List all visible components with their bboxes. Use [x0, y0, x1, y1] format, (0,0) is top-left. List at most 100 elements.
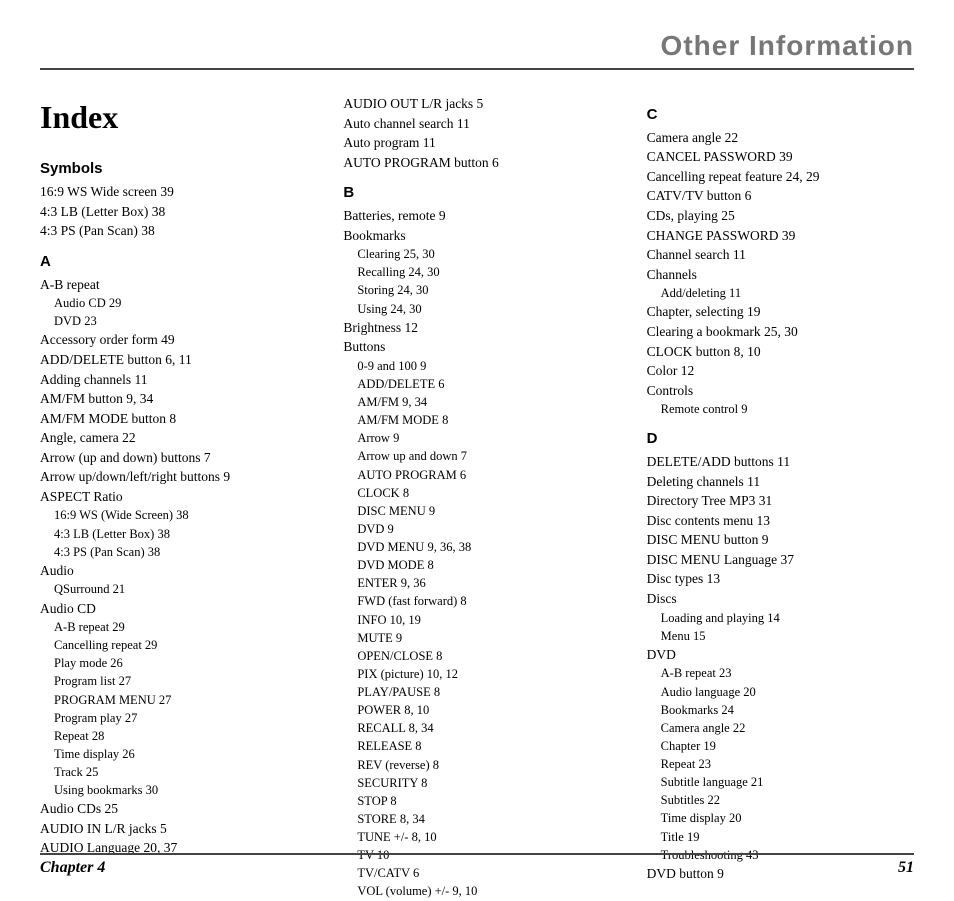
index-entry: Auto program 11 [343, 133, 610, 153]
index-subentry: Arrow up and down 7 [343, 447, 610, 465]
index-subentry: Program list 27 [40, 672, 307, 690]
index-subentry: Using 24, 30 [343, 300, 610, 318]
index-subentry: Program play 27 [40, 709, 307, 727]
index-entry: Batteries, remote 9 [343, 206, 610, 226]
index-subentry: Repeat 23 [647, 755, 914, 773]
index-entry: Disc types 13 [647, 569, 914, 589]
index-col-2: AUDIO OUT L/R jacks 5Auto channel search… [343, 94, 610, 901]
index-subentry: STORE 8, 34 [343, 810, 610, 828]
index-entry: Arrow (up and down) buttons 7 [40, 448, 307, 468]
col2-lead: AUDIO OUT L/R jacks 5Auto channel search… [343, 94, 610, 172]
index-entry: CANCEL PASSWORD 39 [647, 147, 914, 167]
index-subentry: Bookmarks 24 [647, 701, 914, 719]
index-subentry: QSurround 21 [40, 580, 307, 598]
index-entry: Audio [40, 561, 307, 581]
index-subentry: Play mode 26 [40, 654, 307, 672]
index-entry: Channel search 11 [647, 245, 914, 265]
index-entry: AM/FM button 9, 34 [40, 389, 307, 409]
index-entry: Brightness 12 [343, 318, 610, 338]
index-subentry: POWER 8, 10 [343, 701, 610, 719]
index-subentry: PIX (picture) 10, 12 [343, 665, 610, 683]
index-subentry: PROGRAM MENU 27 [40, 691, 307, 709]
index-subentry: 4:3 PS (Pan Scan) 38 [40, 543, 307, 561]
page-header: Other Information [40, 30, 914, 70]
index-subentry: Repeat 28 [40, 727, 307, 745]
index-entry: ASPECT Ratio [40, 487, 307, 507]
index-entry: CATV/TV button 6 [647, 186, 914, 206]
index-entry: DISC MENU button 9 [647, 530, 914, 550]
index-columns: Index Symbols16:9 WS Wide screen 39 4:3 L… [40, 94, 914, 901]
index-subentry: Camera angle 22 [647, 719, 914, 737]
index-subentry: Time display 26 [40, 745, 307, 763]
index-subentry: AM/FM 9, 34 [343, 393, 610, 411]
index-col-1: Index Symbols16:9 WS Wide screen 39 4:3 L… [40, 94, 307, 901]
page-footer: Chapter 4 51 [40, 853, 914, 877]
index-entry: AUDIO OUT L/R jacks 5 [343, 94, 610, 114]
index-subentry: RELEASE 8 [343, 737, 610, 755]
index-subentry: SECURITY 8 [343, 774, 610, 792]
index-subentry: A-B repeat 23 [647, 664, 914, 682]
index-subentry: OPEN/CLOSE 8 [343, 647, 610, 665]
index-subentry: VOL (volume) +/- 9, 10 [343, 882, 610, 900]
index-subentry: DVD 9 [343, 520, 610, 538]
index-subentry: STOP 8 [343, 792, 610, 810]
index-entry: Camera angle 22 [647, 128, 914, 148]
index-subentry: PLAY/PAUSE 8 [343, 683, 610, 701]
index-subentry: Cancelling repeat 29 [40, 636, 307, 654]
index-subentry: REV (reverse) 8 [343, 756, 610, 774]
index-entry: Controls [647, 381, 914, 401]
footer-chapter: Chapter 4 [40, 859, 105, 877]
index-title: Index [40, 94, 307, 140]
footer-page: 51 [898, 859, 914, 877]
index-entry: Adding channels 11 [40, 370, 307, 390]
index-entry: Discs [647, 589, 914, 609]
index-entry: Disc contents menu 13 [647, 511, 914, 531]
col3-sections: CCamera angle 22CANCEL PASSWORD 39Cancel… [647, 104, 914, 883]
index-subentry: ADD/DELETE 6 [343, 375, 610, 393]
index-entry: Cancelling repeat feature 24, 29 [647, 167, 914, 187]
index-subentry: 4:3 LB (Letter Box) 38 [40, 525, 307, 543]
index-letter-heading: Symbols [40, 158, 307, 180]
index-entry: Channels [647, 265, 914, 285]
index-subentry: DVD MODE 8 [343, 556, 610, 574]
index-entry: CLOCK button 8, 10 [647, 342, 914, 362]
index-subentry: Title 19 [647, 828, 914, 846]
index-subentry: ENTER 9, 36 [343, 574, 610, 592]
index-entry: Directory Tree MP3 31 [647, 491, 914, 511]
index-subentry: Audio CD 29 [40, 294, 307, 312]
index-entry: CDs, playing 25 [647, 206, 914, 226]
index-subentry: Audio language 20 [647, 683, 914, 701]
index-letter-heading: B [343, 182, 610, 204]
index-subentry: Clearing 25, 30 [343, 245, 610, 263]
index-subentry: Chapter 19 [647, 737, 914, 755]
index-subentry: DVD 23 [40, 312, 307, 330]
index-subentry: Menu 15 [647, 627, 914, 645]
index-subentry: Track 25 [40, 763, 307, 781]
index-subentry: DVD MENU 9, 36, 38 [343, 538, 610, 556]
index-subentry: AUTO PROGRAM 6 [343, 466, 610, 484]
index-entry: Color 12 [647, 361, 914, 381]
index-subentry: RECALL 8, 34 [343, 719, 610, 737]
index-entry: Chapter, selecting 19 [647, 302, 914, 322]
index-entry: Clearing a bookmark 25, 30 [647, 322, 914, 342]
index-subentry: Remote control 9 [647, 400, 914, 418]
index-subentry: 0-9 and 100 9 [343, 357, 610, 375]
index-subentry: DISC MENU 9 [343, 502, 610, 520]
index-subentry: A-B repeat 29 [40, 618, 307, 636]
index-entry: Audio CD [40, 599, 307, 619]
index-letter-heading: C [647, 104, 914, 126]
index-entry: Deleting channels 11 [647, 472, 914, 492]
index-entry: AM/FM MODE button 8 [40, 409, 307, 429]
index-entry: Audio CDs 25 [40, 799, 307, 819]
index-entry: AUDIO IN L/R jacks 5 [40, 819, 307, 839]
index-subentry: Loading and playing 14 [647, 609, 914, 627]
index-entry: Auto channel search 11 [343, 114, 610, 134]
col1-sections: Symbols16:9 WS Wide screen 39 4:3 LB (Let… [40, 158, 307, 858]
index-entry: AUTO PROGRAM button 6 [343, 153, 610, 173]
index-entry: Arrow up/down/left/right buttons 9 [40, 467, 307, 487]
index-subentry: FWD (fast forward) 8 [343, 592, 610, 610]
index-entry: 16:9 WS Wide screen 39 [40, 182, 307, 202]
index-subentry: 16:9 WS (Wide Screen) 38 [40, 506, 307, 524]
index-subentry: Subtitles 22 [647, 791, 914, 809]
index-entry: DVD [647, 645, 914, 665]
